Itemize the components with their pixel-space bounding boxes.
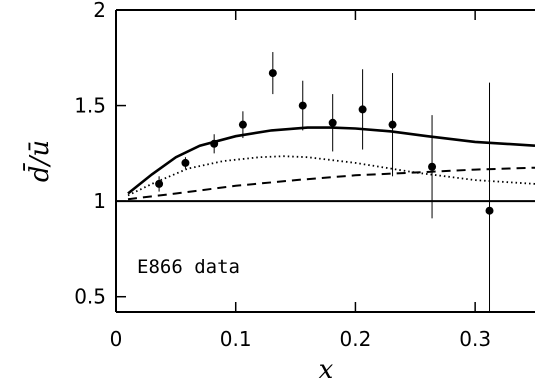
data-point xyxy=(210,139,219,148)
data-point xyxy=(328,118,337,127)
annotation-label: E866 data xyxy=(137,256,240,278)
y-tick-label: 0.5 xyxy=(74,285,106,309)
data-point xyxy=(268,69,277,78)
data-point xyxy=(428,162,437,171)
data-points xyxy=(155,52,494,312)
y-tick-label: 2 xyxy=(93,0,106,22)
data-point xyxy=(298,101,307,110)
x-tick-label: 0 xyxy=(110,327,123,351)
data-point xyxy=(358,105,367,114)
y-tick-label: 1 xyxy=(93,189,106,213)
plot-frame xyxy=(115,9,535,313)
curve-dotted xyxy=(127,155,535,197)
x-axis-title: x xyxy=(319,355,334,383)
y-tick-label: 1.5 xyxy=(74,94,106,118)
data-point xyxy=(238,120,247,129)
x-tick-label: 0.3 xyxy=(459,327,491,351)
data-point xyxy=(155,179,164,188)
y-axis-title: d̄/ū xyxy=(22,140,55,182)
curve-dashed xyxy=(127,166,535,201)
x-tick-label: 0.1 xyxy=(220,327,252,351)
curve-solid xyxy=(127,126,535,195)
curves xyxy=(127,126,535,201)
data-point xyxy=(388,120,397,129)
data-point xyxy=(181,158,190,167)
x-tick-label: 0.2 xyxy=(340,327,372,351)
data-point xyxy=(485,206,494,215)
tick-labels: 0 0.1 0.2 0.3 0.5 1 1.5 2 xyxy=(74,0,491,351)
